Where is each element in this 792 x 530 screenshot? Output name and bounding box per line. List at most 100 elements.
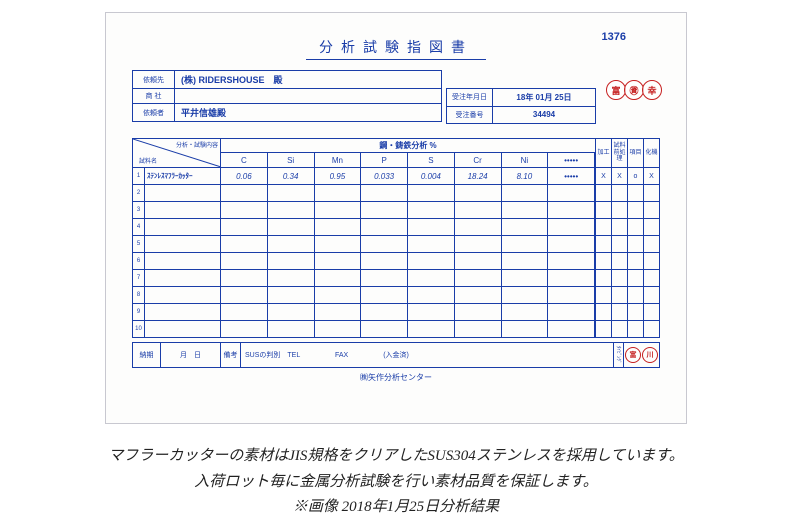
value-cell xyxy=(408,185,455,201)
right-cell xyxy=(611,321,627,337)
company-label: 商 社 xyxy=(133,89,175,103)
right-cell xyxy=(611,287,627,303)
right-cell xyxy=(643,287,659,303)
right-cell xyxy=(643,185,659,201)
recipient-value: (株) RIDERSHOUSE 殿 xyxy=(175,71,441,88)
value-cell xyxy=(455,304,502,320)
right-cell xyxy=(595,202,611,218)
value-cell xyxy=(455,185,502,201)
right-cell xyxy=(627,219,643,235)
right-cell xyxy=(595,287,611,303)
caption-line-1: マフラーカッターの素材はJIS規格をクリアしたSUS304ステンレスを採用してい… xyxy=(0,444,792,470)
value-cell xyxy=(502,304,549,320)
right-column-header: 加工 xyxy=(595,139,611,167)
right-cell xyxy=(595,185,611,201)
right-cell xyxy=(611,304,627,320)
value-cell xyxy=(502,202,549,218)
right-column-header: 項目 xyxy=(627,139,643,167)
value-cell xyxy=(502,321,549,337)
column-header: ••••• xyxy=(548,153,595,167)
value-cell xyxy=(455,202,502,218)
column-header: Cr xyxy=(455,153,502,167)
right-cell xyxy=(627,185,643,201)
value-cell xyxy=(315,219,362,235)
footer-stamp-box: ﾀｲﾋﾟﾝｸﾞ 富 川 xyxy=(613,343,659,367)
value-cell xyxy=(315,185,362,201)
requester-value: 平井信雄殿 xyxy=(175,104,441,121)
value-cell xyxy=(221,236,268,252)
seal-icon: 幸 xyxy=(642,80,662,100)
column-header: S xyxy=(408,153,455,167)
order-no-label: 受注番号 xyxy=(447,107,493,123)
value-cell xyxy=(268,304,315,320)
value-cell xyxy=(315,287,362,303)
value-cell xyxy=(502,236,549,252)
value-cell xyxy=(455,236,502,252)
value-cell xyxy=(315,270,362,286)
value-cell xyxy=(455,253,502,269)
column-header: Ni xyxy=(502,153,549,167)
right-cell xyxy=(611,219,627,235)
delivery-label: 納期 xyxy=(133,343,161,367)
row-number: 8 xyxy=(133,287,145,303)
sample-name xyxy=(145,253,221,269)
table-row: 9 xyxy=(133,303,659,320)
caption-block: マフラーカッターの素材はJIS規格をクリアしたSUS304ステンレスを採用してい… xyxy=(0,444,792,521)
right-cell xyxy=(611,253,627,269)
right-column-header: 化機 xyxy=(643,139,659,167)
right-cell xyxy=(627,253,643,269)
value-cell xyxy=(548,202,595,218)
table-row: 7 xyxy=(133,269,659,286)
value-cell xyxy=(361,304,408,320)
value-cell xyxy=(268,321,315,337)
value-cell xyxy=(221,270,268,286)
company-value xyxy=(175,89,441,103)
value-cell xyxy=(221,219,268,235)
right-cell xyxy=(595,270,611,286)
sample-name xyxy=(145,304,221,320)
value-cell xyxy=(548,270,595,286)
value-cell xyxy=(548,253,595,269)
issuer-name: ㈱矢作分析センター xyxy=(132,372,660,383)
row-number: 5 xyxy=(133,236,145,252)
document-title: 分析試験指図書 xyxy=(306,37,486,60)
right-cell xyxy=(595,304,611,320)
value-cell xyxy=(221,202,268,218)
sample-name xyxy=(145,219,221,235)
right-cell xyxy=(627,304,643,320)
caption-line-3: ※画像 2018年1月25日分析結果 xyxy=(0,495,792,521)
value-cell xyxy=(502,270,549,286)
row-number: 1 xyxy=(133,168,145,184)
row-number: 6 xyxy=(133,253,145,269)
value-cell xyxy=(361,202,408,218)
value-cell xyxy=(315,202,362,218)
row-number: 3 xyxy=(133,202,145,218)
table-row: 2 xyxy=(133,184,659,201)
seal-icon: ㊮ xyxy=(624,80,644,100)
seal-icon: 川 xyxy=(642,347,658,363)
table-row: 1ｽﾃﾝﾚｽﾏﾌﾗｰｶｯﾀｰ0.060.340.950.0330.00418.2… xyxy=(133,167,659,184)
value-cell xyxy=(548,185,595,201)
value-cell xyxy=(548,287,595,303)
value-cell xyxy=(548,236,595,252)
row-number: 4 xyxy=(133,219,145,235)
right-cell xyxy=(595,321,611,337)
value-cell xyxy=(408,270,455,286)
value-cell xyxy=(408,253,455,269)
value-cell xyxy=(408,219,455,235)
value-cell xyxy=(221,321,268,337)
requester-label: 依頼者 xyxy=(133,104,175,121)
sample-name xyxy=(145,202,221,218)
right-cell xyxy=(643,253,659,269)
right-cell xyxy=(611,270,627,286)
sample-header-label: 試料名 xyxy=(139,156,157,165)
table-body: 1ｽﾃﾝﾚｽﾏﾌﾗｰｶｯﾀｰ0.060.340.950.0330.00418.2… xyxy=(133,167,659,337)
seal-icon: 富 xyxy=(606,80,626,100)
right-cell xyxy=(611,202,627,218)
column-header: Si xyxy=(268,153,315,167)
footer-row: 納期 月 日 備考 SUSの判別 TEL FAX (入金済) ﾀｲﾋﾟﾝｸﾞ 富… xyxy=(132,342,660,368)
row-number: 2 xyxy=(133,185,145,201)
value-cell xyxy=(315,236,362,252)
right-cell xyxy=(611,185,627,201)
value-cell xyxy=(502,287,549,303)
